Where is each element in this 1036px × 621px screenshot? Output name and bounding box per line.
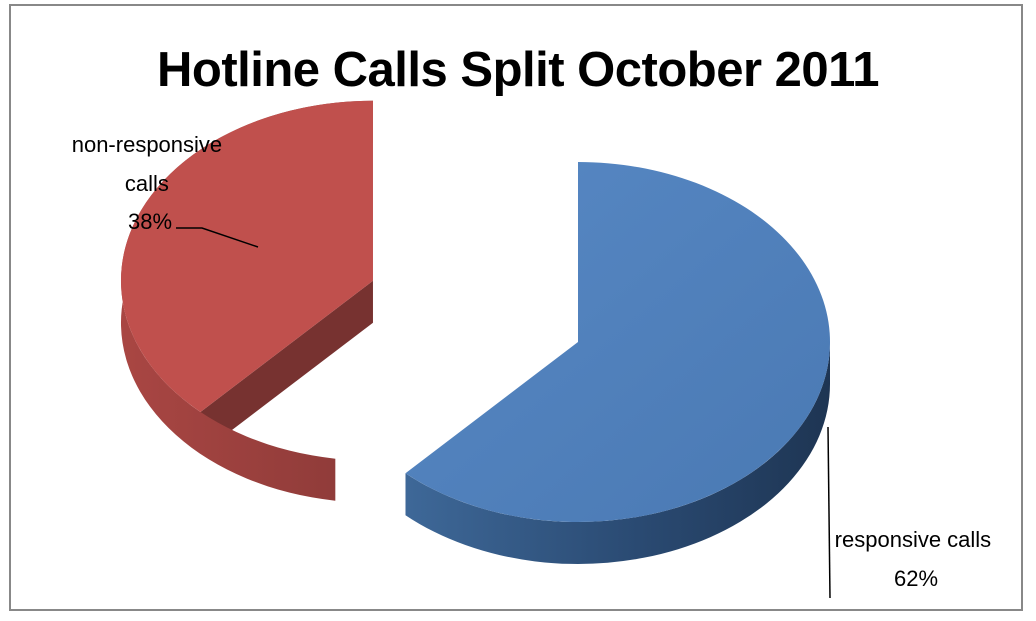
pie-slice-responsive <box>405 162 830 564</box>
slice-label-line-1: non-responsive <box>72 132 222 157</box>
slice-top-face <box>405 162 830 522</box>
slice-percent-responsive: 62% <box>894 566 938 591</box>
slice-label-responsive: responsive calls 62% <box>835 527 998 591</box>
chart-title: Hotline Calls Split October 2011 <box>157 43 879 97</box>
slice-percent-non-responsive: 38% <box>128 209 172 234</box>
slice-outer-wall <box>405 342 830 564</box>
leader-line-responsive <box>827 426 831 599</box>
pie-slice-non-responsive <box>120 100 373 501</box>
slice-top-face <box>120 100 373 412</box>
slice-label-line-1: responsive calls <box>835 527 992 552</box>
leader-line-non-responsive <box>176 227 259 248</box>
slice-side-wall <box>200 280 373 454</box>
slice-label-line-2: calls <box>125 171 169 196</box>
slice-label-non-responsive: non-responsive calls 38% <box>72 132 229 234</box>
